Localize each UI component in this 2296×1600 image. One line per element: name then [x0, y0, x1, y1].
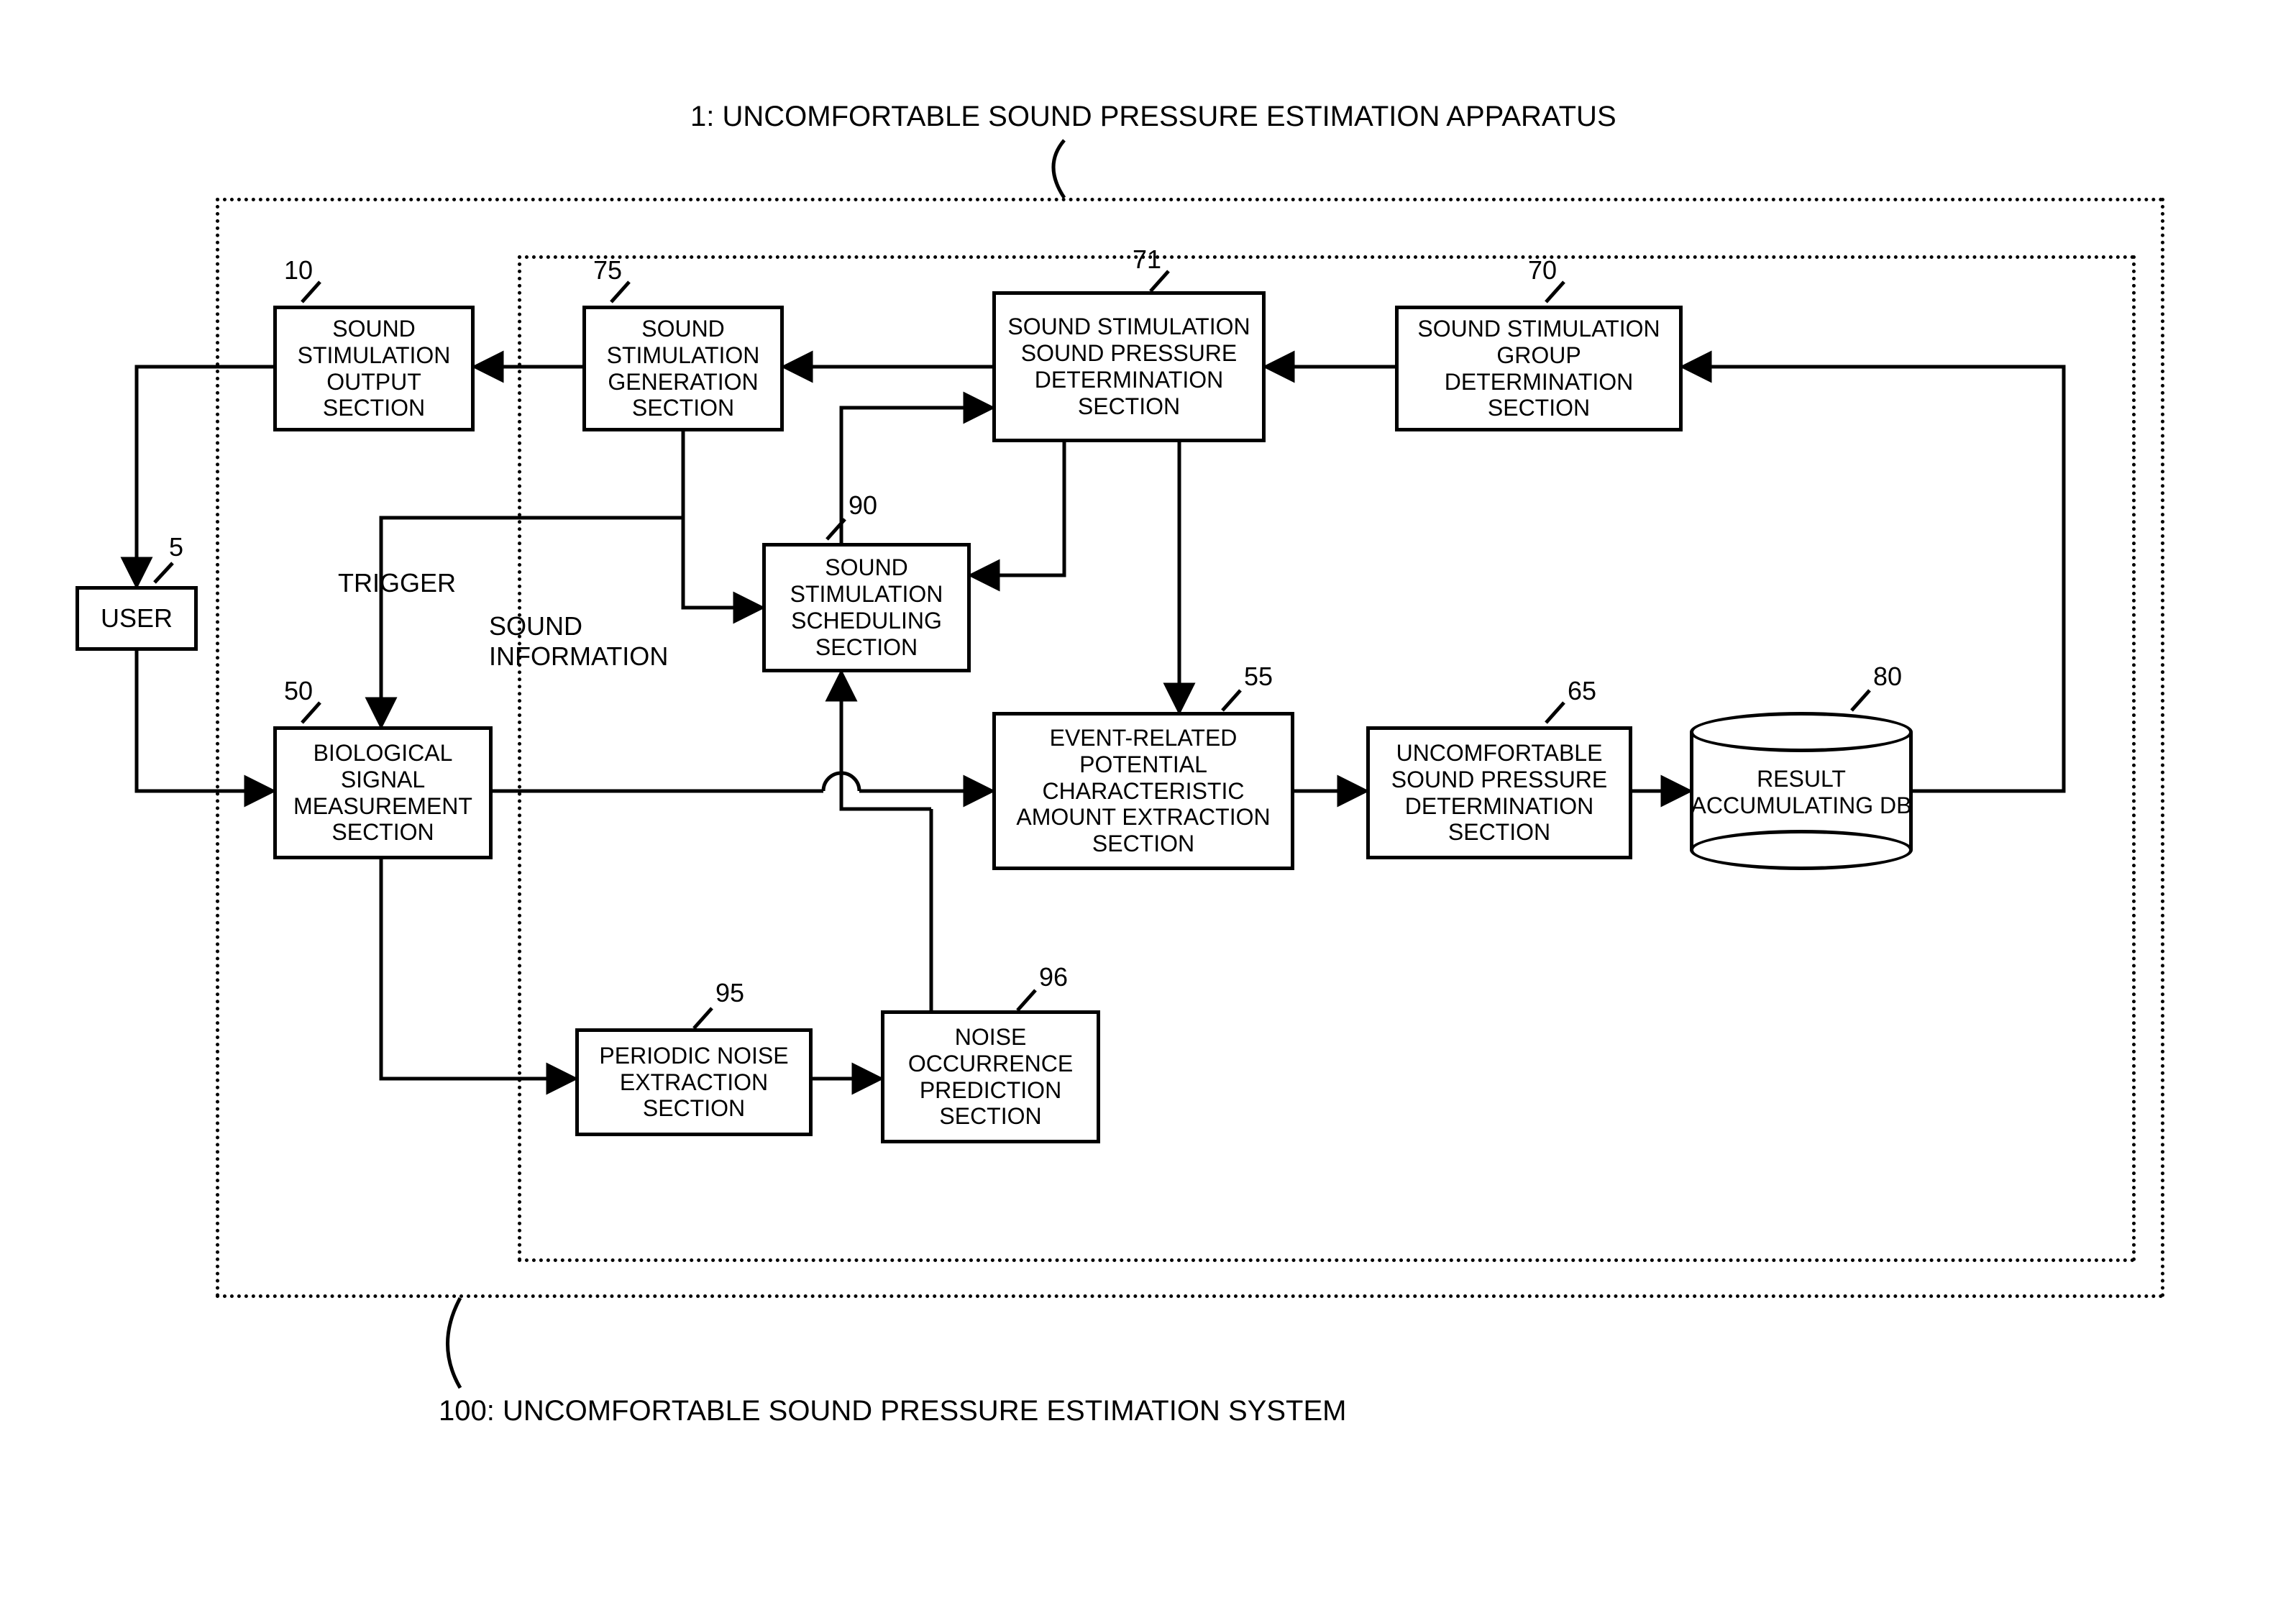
ref-90: 90 — [849, 490, 877, 521]
node-user-label: USER — [101, 603, 173, 633]
ref-55: 55 — [1244, 662, 1273, 692]
ref-75: 75 — [593, 255, 622, 285]
node-96: NOISE OCCURRENCE PREDICTION SECTION — [881, 1010, 1100, 1143]
node-10: SOUND STIMULATION OUTPUT SECTION — [273, 306, 475, 431]
node-90: SOUND STIMULATION SCHEDULING SECTION — [762, 543, 971, 672]
node-65-label: UNCOMFORTABLE SOUND PRESSURE DETERMINATI… — [1374, 740, 1624, 846]
node-50-label: BIOLOGICAL SIGNAL MEASUREMENT SECTION — [281, 740, 485, 846]
ref-70: 70 — [1528, 255, 1557, 285]
node-71-label: SOUND STIMULATION SOUND PRESSURE DETERMI… — [1000, 314, 1258, 419]
node-75-label: SOUND STIMULATION GENERATION SECTION — [590, 316, 776, 421]
ref-50: 50 — [284, 676, 313, 706]
node-10-label: SOUND STIMULATION OUTPUT SECTION — [281, 316, 467, 421]
label-trigger: TRIGGER — [338, 568, 456, 598]
node-55: EVENT-RELATED POTENTIAL CHARACTERISTIC A… — [992, 712, 1294, 870]
node-80-label: RESULT ACCUMULATING DB — [1691, 766, 1912, 818]
ref-10: 10 — [284, 255, 313, 285]
ref-80: 80 — [1873, 662, 1902, 692]
ref-65: 65 — [1568, 676, 1596, 706]
ref-71: 71 — [1133, 244, 1161, 275]
node-user: USER — [76, 586, 198, 651]
diagram-title: 1: UNCOMFORTABLE SOUND PRESSURE ESTIMATI… — [690, 101, 1616, 133]
ref-5: 5 — [169, 532, 183, 562]
node-55-label: EVENT-RELATED POTENTIAL CHARACTERISTIC A… — [1000, 725, 1286, 857]
node-70: SOUND STIMULATION GROUP DETERMINATION SE… — [1395, 306, 1683, 431]
node-90-label: SOUND STIMULATION SCHEDULING SECTION — [770, 554, 963, 660]
node-96-label: NOISE OCCURRENCE PREDICTION SECTION — [889, 1024, 1092, 1130]
node-50: BIOLOGICAL SIGNAL MEASUREMENT SECTION — [273, 726, 493, 859]
node-71: SOUND STIMULATION SOUND PRESSURE DETERMI… — [992, 291, 1266, 442]
diagram-footer: 100: UNCOMFORTABLE SOUND PRESSURE ESTIMA… — [439, 1395, 1346, 1427]
ref-96: 96 — [1039, 962, 1068, 992]
node-80-db: RESULT ACCUMULATING DB — [1690, 712, 1913, 870]
node-65: UNCOMFORTABLE SOUND PRESSURE DETERMINATI… — [1366, 726, 1632, 859]
node-95: PERIODIC NOISE EXTRACTION SECTION — [575, 1028, 813, 1136]
node-75: SOUND STIMULATION GENERATION SECTION — [582, 306, 784, 431]
label-sound-information: SOUND INFORMATION — [489, 611, 668, 672]
node-70-label: SOUND STIMULATION GROUP DETERMINATION SE… — [1403, 316, 1675, 421]
diagram-canvas: 1: UNCOMFORTABLE SOUND PRESSURE ESTIMATI… — [0, 0, 2296, 1600]
ref-95: 95 — [715, 978, 744, 1008]
node-95-label: PERIODIC NOISE EXTRACTION SECTION — [583, 1043, 805, 1122]
